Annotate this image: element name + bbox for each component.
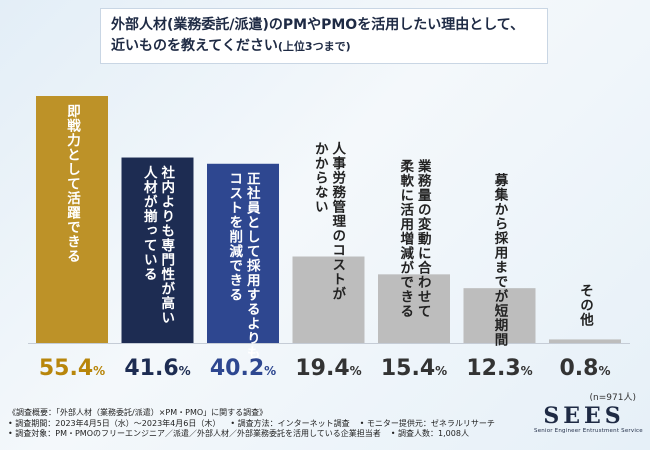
survey-footer: 《調査概要：「外部人材（業務委託/派遣）×PM・PMO」に関する調査》 • 調査… [8,408,528,440]
category-label-2-1: 社内よりも専門性が高い [158,164,176,325]
footer-count: • 調査人数：1,008人 [390,429,469,438]
title-line-2-sub: (上位3つまで) [277,40,351,53]
bar-4 [292,256,365,343]
value-label-4: 19.4% [295,356,361,381]
bar-2 [121,157,194,343]
bar-1 [36,96,108,343]
footer-line-3: • 調査対象：PM・PMOのフリーエンジニア／派遣／外部人材／外部業務委託を活用… [8,429,528,440]
category-label-4-2: かからない [312,141,329,214]
footer-method: • 調査方法：インターネット調査 [230,418,350,428]
title-box: 外部人材(業務委託/派遣)のPMやPMOを活用したい理由として、 近いものを教え… [100,8,548,64]
value-label-5: 15.4% [381,356,447,381]
category-label-3-2: コストを削減できる [226,172,243,303]
sample-size-note: (n=971人) [589,393,636,403]
category-label-5-2: 柔軟に活用増減ができる [397,159,415,319]
value-label-3: 40.2% [210,356,276,381]
category-label-4-1: 人事労務管理のコストが [329,141,346,301]
bar-6 [463,288,536,343]
category-label-5-1: 業務量の変動に合わせて [415,158,433,319]
title-line-1: 外部人材(業務委託/派遣)のPMやPMOを活用したい理由として、 [111,17,525,33]
bar-group-1: 即戦力として活躍できる 55.4% [36,96,108,381]
value-label-1: 55.4% [39,356,105,381]
footer-target: • 調査対象：PM・PMOのフリーエンジニア／派遣／外部人材／外部業務委託を活用… [8,429,381,438]
title-line-2: 近いものを教えてください(上位3つまで) [111,36,537,57]
category-label-6-1: 募集から採用までが短期間 [492,172,510,348]
value-label-2: 41.6% [124,356,190,381]
footer-monitor: • モニター提供元：ゼネラルリサーチ [359,418,495,428]
footer-period: • 調査期間：2023年4月5日（水）～2023年4月6日（木） [8,418,221,428]
bar-5 [378,274,450,343]
value-label-6: 12.3% [466,356,532,381]
title-line-2-main: 近いものを教えてください [111,38,278,54]
value-label-7: 0.8% [559,356,610,381]
sees-logo: SEES Senior Engineer Entrustment Service [534,403,643,434]
bar-group-7: その他 0.8% [549,283,621,381]
bar-3 [207,163,279,343]
bar-group-6: 募集から採用までが短期間 12.3% [463,172,536,381]
logo-main-text: SEES [543,403,625,429]
footer-line-1: 《調査概要：「外部人材（業務委託/派遣）×PM・PMO」に関する調査》 [8,408,268,417]
logo-sub-text: Senior Engineer Entrustment Service [534,428,643,434]
category-label-3-1: 正社員として採用するよりも [244,172,262,361]
footer-line-2: • 調査期間：2023年4月5日（水）～2023年4月6日（木） • 調査方法：イ… [8,419,528,430]
category-label-1-1: 即戦力として活躍できる [64,104,81,264]
category-label-2-2: 人材が揃っている [141,165,158,281]
category-label-7-1: その他 [577,283,595,327]
bar-7 [549,339,621,343]
